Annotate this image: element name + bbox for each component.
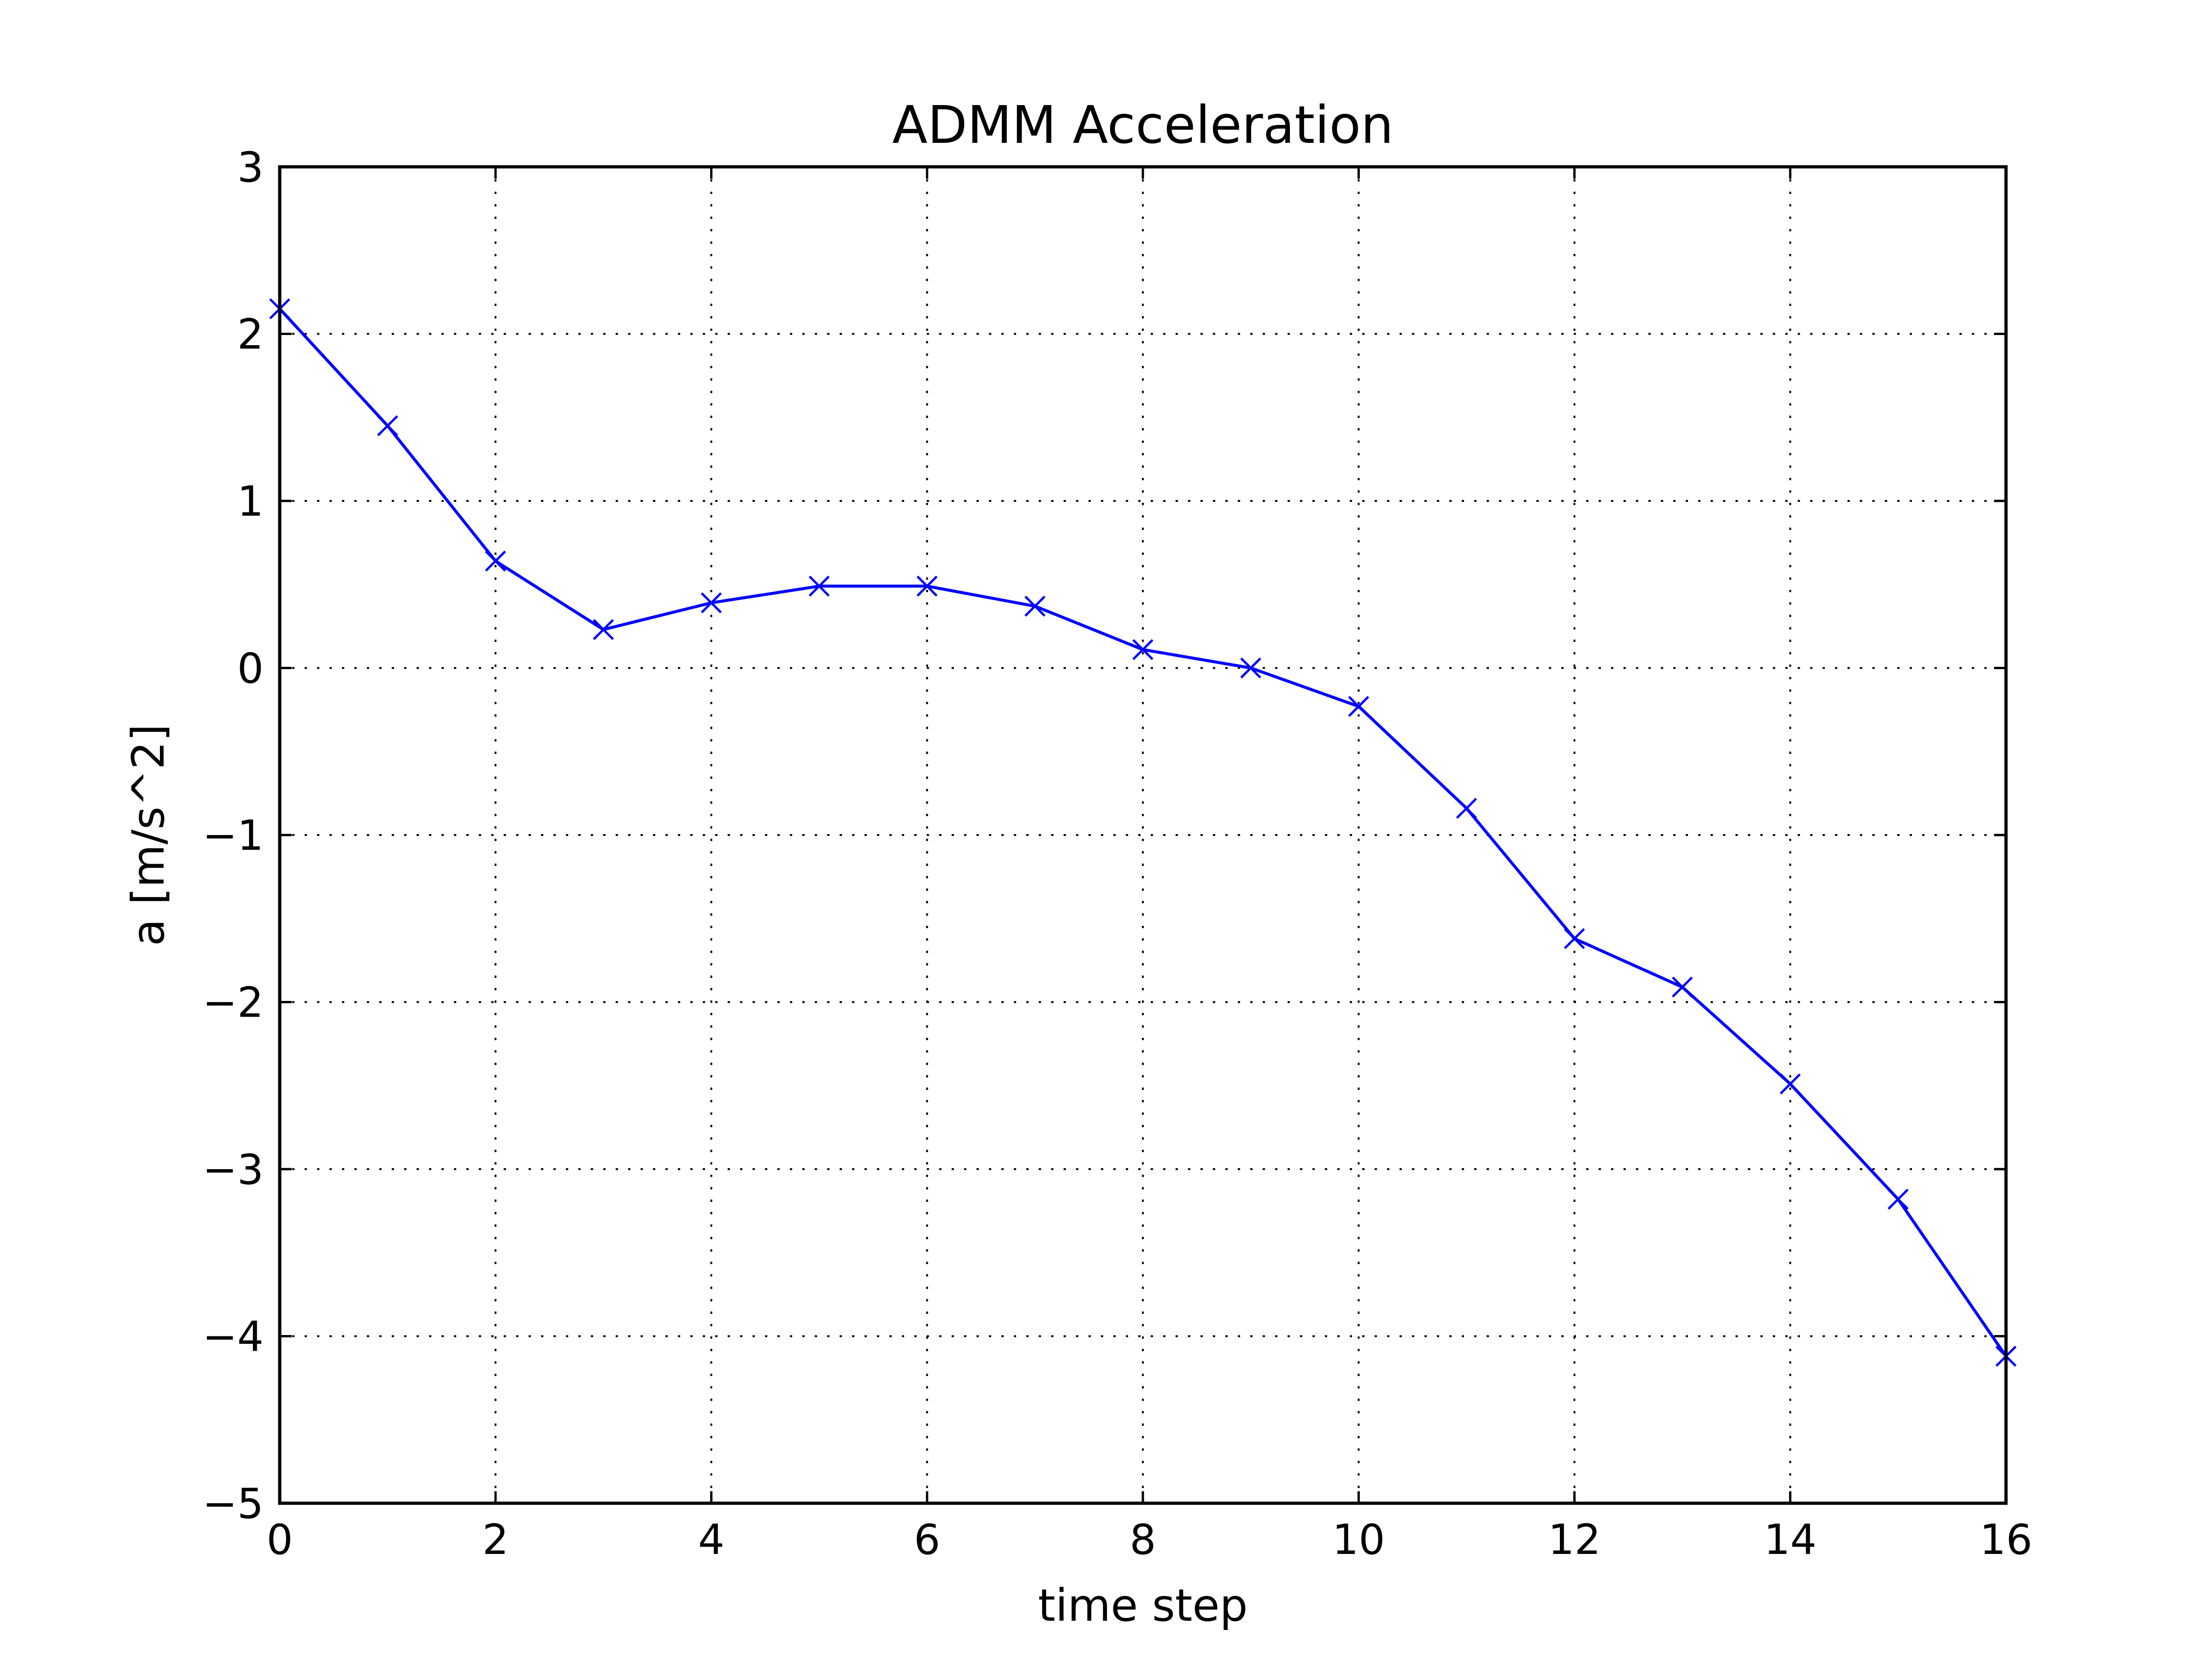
grid-layer: [280, 167, 2006, 1503]
data-point: [485, 550, 506, 572]
data-point: [916, 576, 938, 597]
x-tick-label: 10: [1332, 1516, 1385, 1564]
data-point: [1888, 1188, 1909, 1210]
x-tick-label: 0: [266, 1516, 293, 1564]
data-point: [1024, 595, 1046, 617]
y-axis-label: a [m/s^2]: [123, 724, 174, 946]
y-tick-label: 2: [237, 311, 264, 359]
y-tick-label: 1: [237, 477, 264, 526]
y-tick-label: −3: [202, 1146, 264, 1194]
y-tick-label: −5: [202, 1480, 264, 1528]
data-point: [808, 576, 830, 597]
x-axis-label: time step: [1038, 1580, 1247, 1631]
x-tick-label: 2: [482, 1516, 509, 1564]
data-point: [1456, 798, 1477, 819]
data-point: [1779, 1073, 1801, 1094]
y-tick-label: 3: [237, 143, 264, 192]
x-tick-label: 8: [1130, 1516, 1156, 1564]
data-point: [700, 592, 722, 613]
data-point: [1132, 639, 1153, 660]
x-tick-label: 6: [914, 1516, 940, 1564]
data-point: [377, 415, 398, 436]
data-point: [1240, 657, 1261, 679]
data-point: [1348, 696, 1370, 717]
series-layer: [269, 298, 2017, 1367]
y-tick-label: −1: [202, 812, 264, 860]
y-tick-label: 0: [237, 645, 264, 693]
data-point: [1564, 928, 1585, 949]
x-tick-label: 12: [1548, 1516, 1601, 1564]
data-point: [593, 619, 614, 640]
data-point: [1671, 977, 1693, 998]
x-tick-label: 4: [698, 1516, 724, 1564]
x-tick-label: 16: [1980, 1516, 2033, 1564]
y-tick-label: −4: [202, 1313, 264, 1361]
chart-title: ADMM Acceleration: [892, 95, 1394, 155]
x-tick-label: 14: [1764, 1516, 1817, 1564]
y-tick-label: −2: [202, 979, 264, 1027]
